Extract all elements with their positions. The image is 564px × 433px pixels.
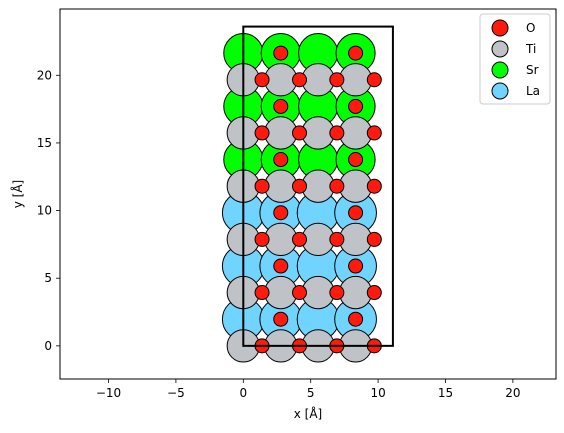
atom-o [329, 231, 345, 247]
atom-o [348, 152, 364, 168]
atom-o [348, 205, 364, 221]
atom-o [329, 178, 345, 194]
atom-o [348, 45, 364, 61]
atom-o [366, 125, 382, 141]
unit-cell-outline [242, 25, 394, 347]
atom-o [292, 285, 308, 301]
x-axis-ticks: −10 −5 0 5 10 15 20 [96, 379, 521, 400]
legend-label-la: La [526, 84, 540, 98]
x-tick-label: 10 [370, 386, 385, 400]
atom-o [254, 125, 270, 141]
legend-frame [479, 13, 551, 105]
legend-label-o: O [526, 21, 535, 35]
atom-o [254, 231, 270, 247]
atom-o [292, 178, 308, 194]
legend: O Ti Sr La [479, 13, 551, 105]
atom-o [348, 98, 364, 114]
y-tick-label: 15 [37, 136, 52, 150]
atom-o [329, 285, 345, 301]
atom-o [366, 285, 382, 301]
legend-marker-ti [491, 40, 509, 58]
x-tick-label: −10 [96, 386, 121, 400]
atom-o [366, 72, 382, 88]
atom-o [292, 125, 308, 141]
atom-o [273, 45, 289, 61]
atom-o [254, 178, 270, 194]
atom-o [292, 231, 308, 247]
atom-o [273, 98, 289, 114]
x-axis-label: x [Å] [294, 406, 323, 421]
y-tick-label: 0 [44, 339, 52, 353]
x-tick-label: 20 [505, 386, 520, 400]
atom-o [273, 152, 289, 168]
x-tick-label: 15 [438, 386, 453, 400]
atom-o [254, 285, 270, 301]
atom-o [348, 311, 364, 327]
y-tick-label: 10 [37, 204, 52, 218]
atom-o [273, 258, 289, 274]
x-tick-label: 5 [307, 386, 315, 400]
legend-marker-la [491, 82, 509, 100]
atom-o [348, 258, 364, 274]
x-tick-label: −5 [167, 386, 185, 400]
legend-marker-o [491, 19, 509, 37]
legend-label-ti: Ti [525, 42, 536, 56]
atom-o [366, 231, 382, 247]
axes-frame [59, 8, 557, 380]
atom-o [329, 72, 345, 88]
x-tick-label: 0 [239, 386, 247, 400]
legend-marker-sr [491, 61, 509, 79]
y-axis-label: y [Å] [10, 180, 25, 209]
legend-label-sr: Sr [526, 63, 539, 77]
y-axis-ticks: 0 5 10 15 20 [37, 68, 60, 353]
atom-o [254, 72, 270, 88]
atom-o [329, 125, 345, 141]
atom-o [292, 72, 308, 88]
atom-o [273, 205, 289, 221]
atom-o [273, 311, 289, 327]
y-tick-label: 20 [37, 68, 52, 82]
atom-o [366, 178, 382, 194]
y-tick-label: 5 [44, 271, 52, 285]
